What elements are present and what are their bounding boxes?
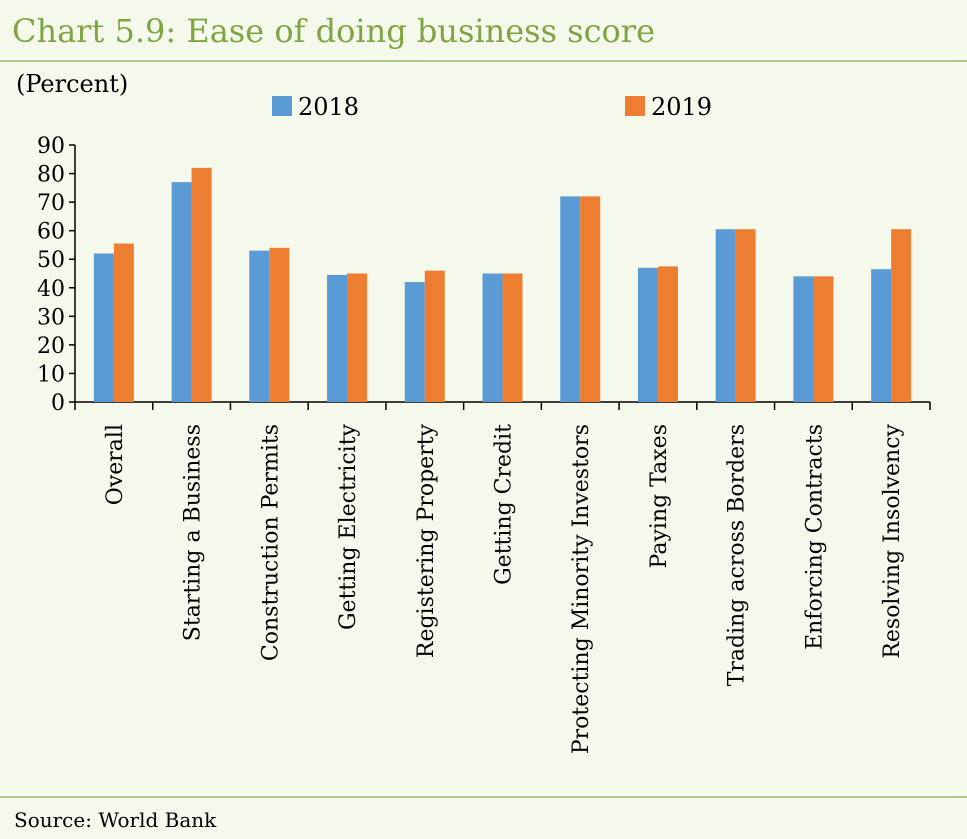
title-divider — [0, 60, 967, 62]
x-tick-label: Resolving Insolvency — [880, 423, 905, 658]
x-tick-label: Protecting Minority Investors — [569, 424, 594, 754]
bar-2018-getting-electricity — [327, 274, 348, 402]
y-tick-label: 50 — [37, 248, 65, 273]
legend-swatch-2019 — [625, 96, 645, 116]
bar-2019-starting-a-business — [191, 167, 212, 402]
legend-label-2019: 2019 — [651, 93, 712, 121]
bar-2019-registering-property — [424, 270, 445, 402]
y-tick-label: 40 — [37, 277, 65, 302]
y-tick-label: 60 — [37, 220, 65, 245]
bar-chart: (Percent) 2018 2019 0 10 20 30 40 50 60 70 80 90 O… — [16, 70, 931, 754]
bar-2018-overall — [93, 253, 114, 402]
chart-title: Chart 5.9: Ease of doing business score — [12, 12, 655, 50]
x-tick-label: Overall — [103, 424, 128, 505]
bar-2019-paying-taxes — [657, 266, 678, 402]
x-tick-label: Getting Credit — [492, 424, 517, 585]
bar-2019-trading-across-borders — [735, 229, 756, 402]
x-tick-label: Getting Electricity — [336, 423, 361, 630]
y-tick-label: 20 — [37, 334, 65, 359]
y-tick-label: 10 — [37, 362, 65, 387]
legend: 2018 2019 — [272, 93, 712, 121]
x-tick-label: Registering Property — [414, 423, 439, 658]
bar-2018-getting-credit — [482, 273, 503, 402]
y-tick-label: 70 — [37, 191, 65, 216]
bar-2018-paying-taxes — [637, 267, 658, 402]
source-divider — [0, 796, 967, 798]
bar-2019-getting-credit — [502, 273, 523, 402]
bar-2019-construction-permits — [269, 247, 290, 402]
bar-2018-starting-a-business — [171, 182, 192, 402]
x-tick-label: Construction Permits — [258, 424, 283, 661]
bar-2018-resolving-insolvency — [871, 269, 892, 402]
bar-2018-trading-across-borders — [715, 229, 736, 402]
y-tick-label: 90 — [37, 134, 65, 159]
legend-label-2018: 2018 — [298, 93, 359, 121]
x-tick-label: Starting a Business — [181, 424, 206, 641]
y-tick-label: 0 — [51, 391, 65, 416]
y-tick-label: 80 — [37, 163, 65, 188]
source-note: Source: World Bank — [14, 808, 217, 832]
bar-2018-registering-property — [404, 282, 425, 402]
legend-swatch-2018 — [272, 96, 292, 116]
x-tick-label: Paying Taxes — [647, 424, 672, 568]
bar-2019-enforcing-contracts — [813, 276, 834, 402]
bar-2019-overall — [113, 243, 134, 402]
bar-2019-getting-electricity — [347, 273, 368, 402]
y-axis-label: (Percent) — [16, 70, 128, 98]
bar-2018-protecting-minority-investors — [560, 196, 581, 402]
x-tick-label: Trading across Borders — [725, 424, 750, 686]
bar-2018-construction-permits — [249, 250, 270, 402]
bar-2018-enforcing-contracts — [793, 276, 814, 402]
y-tick-label: 30 — [37, 305, 65, 330]
bar-2019-protecting-minority-investors — [580, 196, 601, 402]
bar-2019-resolving-insolvency — [891, 229, 912, 402]
x-tick-label: Enforcing Contracts — [802, 424, 827, 650]
